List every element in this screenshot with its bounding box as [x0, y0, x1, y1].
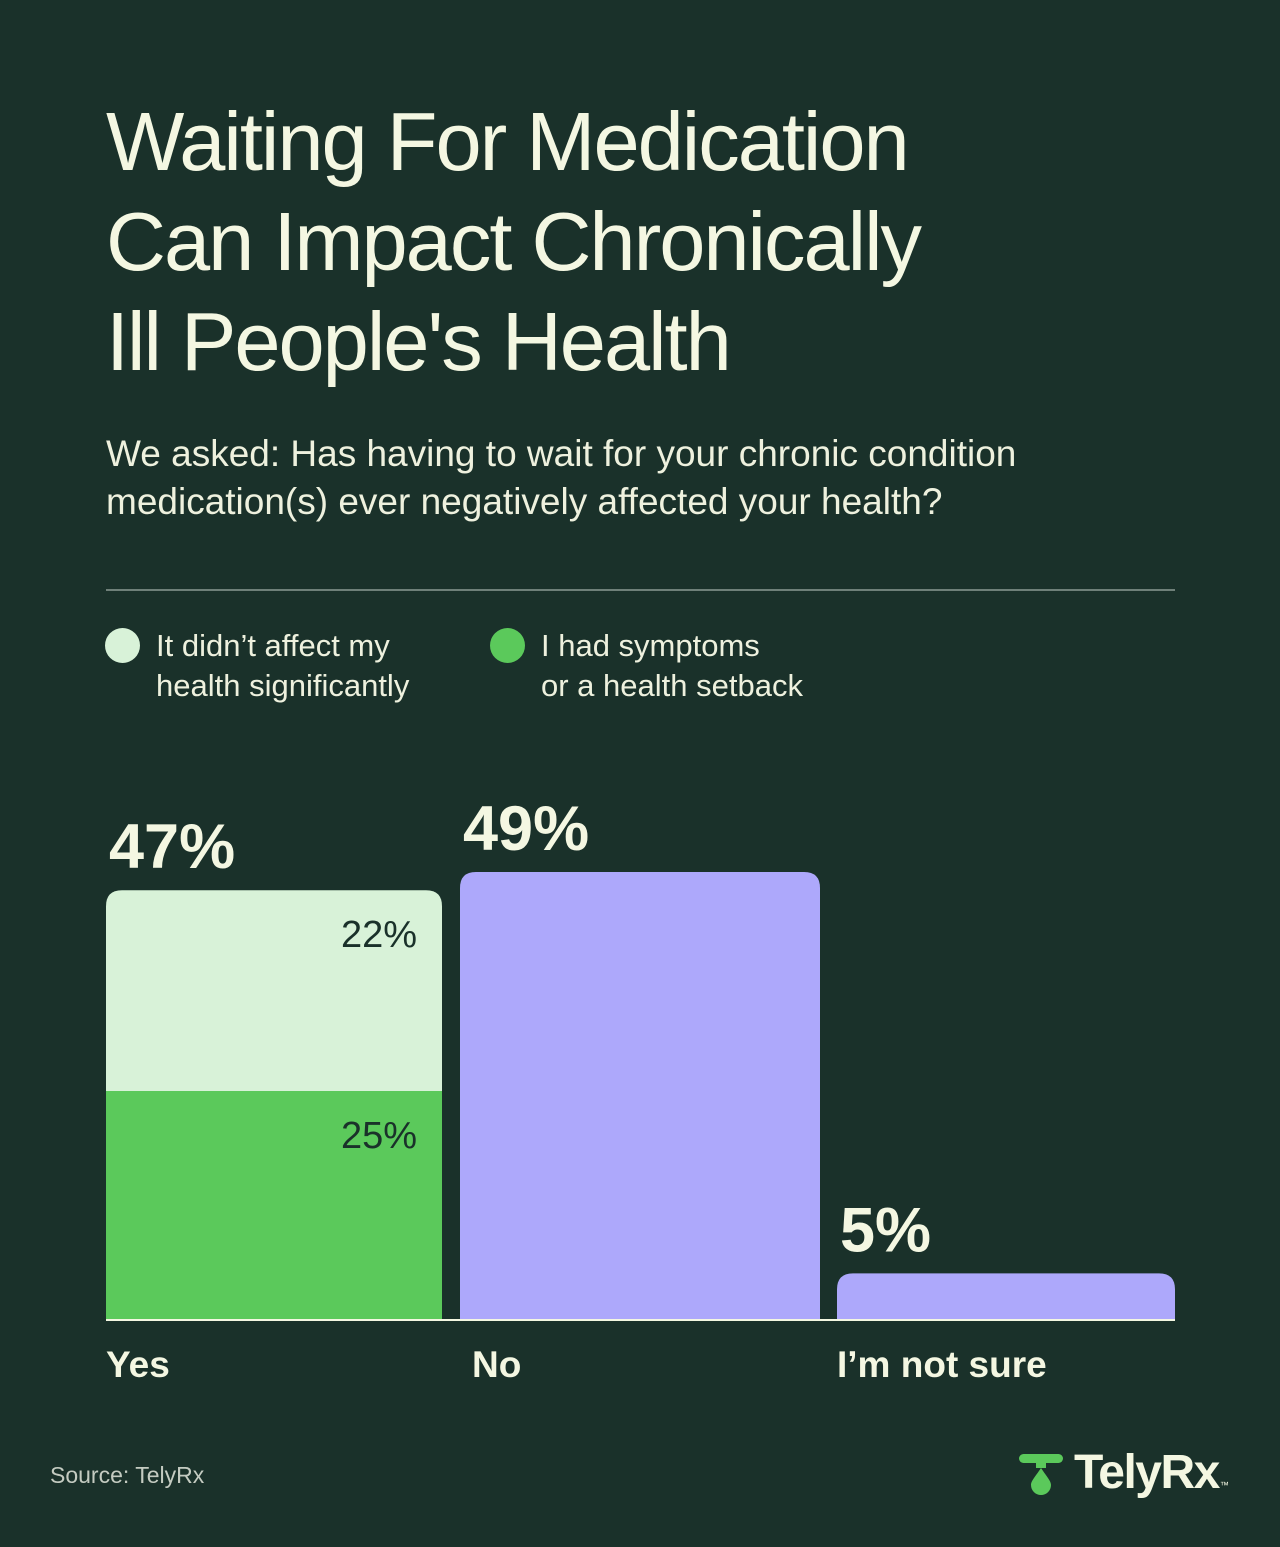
- title-line: Waiting For Medication: [106, 95, 910, 188]
- chart-title: Waiting For Medication Can Impact Chroni…: [106, 92, 1186, 392]
- legend-label-line: health significantly: [156, 668, 410, 703]
- category-label: Yes: [106, 1344, 170, 1385]
- bar-value-label: 47%: [109, 812, 235, 882]
- divider: [106, 589, 1175, 591]
- bar-no: [460, 872, 820, 1319]
- legend-swatch-no-effect: [105, 628, 140, 663]
- legend-label-setback: I had symptoms or a health setback: [541, 626, 803, 706]
- legend-label-line: or a health setback: [541, 668, 803, 703]
- source-note: Source: TelyRx: [50, 1462, 205, 1488]
- bar-value-label: 49%: [463, 794, 589, 864]
- bar-value-label: 5%: [840, 1195, 931, 1265]
- legend-label-no-effect: It didn’t affect my health significantly: [156, 626, 409, 706]
- title-line: Can Impact Chronically: [106, 195, 922, 288]
- legend-swatch-setback: [490, 628, 525, 663]
- category-label: No: [472, 1344, 521, 1385]
- brand-name: TelyRx: [1074, 1446, 1220, 1499]
- title-line: Ill People's Health: [106, 295, 732, 388]
- legend-item-setback: I had symptoms or a health setback: [490, 626, 803, 706]
- brand-logo: TelyRx ™: [1018, 1445, 1229, 1500]
- segment-value-label: 25%: [341, 1115, 417, 1157]
- subtitle-line: We asked: Has having to wait for your ch…: [106, 433, 1017, 474]
- segment-value-label: 22%: [341, 914, 417, 956]
- category-label: I’m not sure: [837, 1344, 1047, 1385]
- legend-item-no-effect: It didn’t affect my health significantly: [105, 626, 409, 706]
- trademark-symbol: ™: [1219, 1480, 1229, 1490]
- bar-i-m-not-sure: [837, 1273, 1175, 1319]
- legend-label-line: It didn’t affect my: [156, 628, 390, 663]
- bar-segment-no-effect: [106, 890, 442, 1091]
- subtitle-line: medication(s) ever negatively affected y…: [106, 481, 943, 522]
- legend-label-line: I had symptoms: [541, 628, 760, 663]
- bar-segment-setback: [106, 1090, 442, 1319]
- chart-subtitle: We asked: Has having to wait for your ch…: [106, 430, 1196, 526]
- telyrx-logo-icon: [1019, 1453, 1063, 1495]
